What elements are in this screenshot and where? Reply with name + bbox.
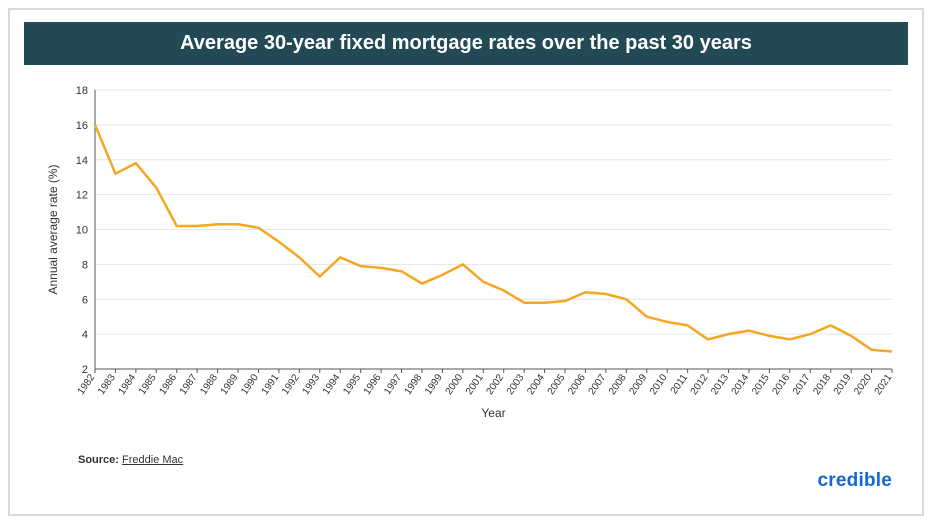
source-attribution: Source: Freddie Mac bbox=[78, 454, 183, 466]
svg-text:2015: 2015 bbox=[750, 372, 772, 397]
svg-text:1999: 1999 bbox=[423, 372, 445, 397]
svg-text:6: 6 bbox=[82, 294, 88, 306]
svg-text:1993: 1993 bbox=[300, 372, 322, 397]
svg-text:2009: 2009 bbox=[627, 372, 649, 397]
brand-text: credible bbox=[818, 470, 892, 491]
svg-text:2014: 2014 bbox=[730, 372, 752, 397]
chart-card: Average 30-year fixed mortgage rates ove… bbox=[8, 8, 924, 516]
svg-text:2007: 2007 bbox=[587, 372, 609, 397]
source-name: Freddie Mac bbox=[122, 454, 183, 466]
svg-text:1984: 1984 bbox=[117, 372, 139, 397]
svg-text:2002: 2002 bbox=[484, 372, 506, 397]
svg-text:1994: 1994 bbox=[321, 372, 343, 397]
svg-text:18: 18 bbox=[76, 85, 88, 97]
svg-text:14: 14 bbox=[76, 155, 88, 167]
svg-text:16: 16 bbox=[76, 120, 88, 132]
line-chart: 2468101214161819821983198419851986198719… bbox=[40, 80, 902, 424]
svg-text:10: 10 bbox=[76, 225, 88, 237]
svg-text:1997: 1997 bbox=[382, 372, 404, 397]
svg-text:Year: Year bbox=[481, 406, 505, 420]
svg-text:2005: 2005 bbox=[546, 372, 568, 397]
chart-title: Average 30-year fixed mortgage rates ove… bbox=[24, 22, 908, 65]
svg-text:2013: 2013 bbox=[709, 372, 731, 397]
svg-text:1990: 1990 bbox=[239, 372, 261, 397]
svg-text:12: 12 bbox=[76, 190, 88, 202]
svg-text:Annual average rate (%): Annual average rate (%) bbox=[46, 164, 60, 294]
svg-text:2012: 2012 bbox=[689, 372, 711, 397]
svg-text:2004: 2004 bbox=[525, 372, 547, 397]
svg-text:1983: 1983 bbox=[96, 372, 118, 397]
svg-text:2018: 2018 bbox=[811, 372, 833, 397]
svg-text:2016: 2016 bbox=[771, 372, 793, 397]
svg-text:2006: 2006 bbox=[566, 372, 588, 397]
svg-text:2010: 2010 bbox=[648, 372, 670, 397]
svg-text:2017: 2017 bbox=[791, 372, 813, 397]
svg-text:1992: 1992 bbox=[280, 372, 302, 397]
chart-area: 2468101214161819821983198419851986198719… bbox=[40, 80, 902, 424]
svg-text:2000: 2000 bbox=[444, 372, 466, 397]
svg-text:1982: 1982 bbox=[76, 372, 98, 397]
svg-text:2003: 2003 bbox=[505, 372, 527, 397]
svg-text:1995: 1995 bbox=[341, 372, 363, 397]
svg-text:8: 8 bbox=[82, 259, 88, 271]
svg-text:1996: 1996 bbox=[362, 372, 384, 397]
svg-text:1988: 1988 bbox=[198, 372, 220, 397]
svg-text:2020: 2020 bbox=[852, 372, 874, 397]
svg-text:1987: 1987 bbox=[178, 372, 200, 397]
svg-text:1985: 1985 bbox=[137, 372, 159, 397]
svg-text:1998: 1998 bbox=[403, 372, 425, 397]
svg-text:1986: 1986 bbox=[157, 372, 179, 397]
brand-logo: credible bbox=[818, 470, 892, 492]
svg-text:4: 4 bbox=[82, 329, 88, 341]
svg-text:1989: 1989 bbox=[219, 372, 241, 397]
svg-text:2019: 2019 bbox=[832, 372, 854, 397]
svg-text:1991: 1991 bbox=[260, 372, 282, 397]
source-label: Source: bbox=[78, 454, 119, 466]
svg-text:2008: 2008 bbox=[607, 372, 629, 397]
svg-text:2001: 2001 bbox=[464, 372, 486, 397]
svg-text:2011: 2011 bbox=[669, 372, 691, 396]
svg-text:2021: 2021 bbox=[873, 372, 895, 397]
